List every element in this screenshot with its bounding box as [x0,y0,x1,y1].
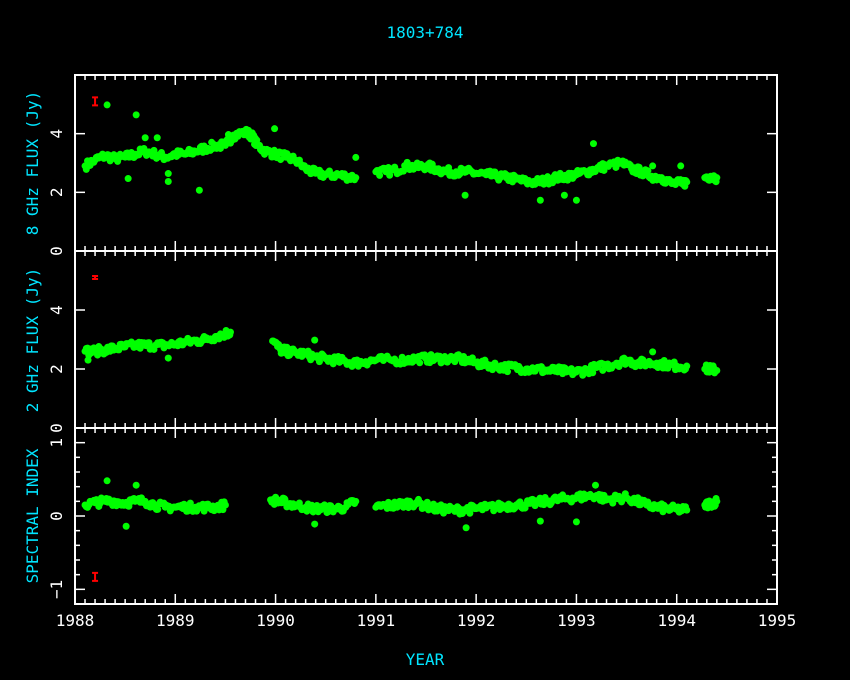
outlier-point [462,524,470,532]
data-point [416,359,424,367]
x-tick-label: 1995 [758,611,797,630]
data-point [386,171,394,179]
outlier-point [271,125,279,133]
x-tick-label: 1994 [657,611,696,630]
x-tick-label: 1991 [357,611,396,630]
data-point [186,499,194,507]
outlier-point [141,134,149,142]
outlier-point [124,175,132,183]
error-bar [92,275,99,281]
outlier-point [536,196,544,204]
outlier-point [677,162,685,170]
x-tick-label: 1989 [156,611,195,630]
data-point [352,497,360,505]
outlier-point [589,140,597,148]
outlier-point [164,170,172,178]
error-bar [92,571,99,582]
error-bar [92,96,99,107]
outlier-point [560,191,568,199]
outlier-point [572,196,580,204]
outlier-point [122,522,130,530]
outlier-point [195,186,203,194]
panel3-frame [74,427,778,605]
data-point [376,171,384,179]
data-point [589,369,597,377]
data-point [683,362,691,370]
panel3-y-label: SPECTRAL INDEX [23,448,42,583]
data-point [253,136,261,144]
data-point [315,358,323,366]
outlier-point [224,131,232,139]
data-point [226,328,234,336]
x-tick-label: 1990 [256,611,295,630]
y-tick-label: 2 [47,188,66,198]
x-tick-label: 1988 [56,611,95,630]
y-tick-label: −1 [47,580,66,599]
outlier-point [311,520,319,528]
x-axis-label: YEAR [406,650,445,669]
data-point [154,505,162,513]
outlier-point [572,518,580,526]
x-tick-label: 1993 [557,611,596,630]
outlier-point [164,177,172,185]
y-tick-label: 4 [47,129,66,139]
data-point [683,178,691,186]
data-point [644,167,652,175]
y-tick-label: 1 [47,438,66,448]
chart-title: 1803+784 [386,23,463,42]
y-tick-label: 0 [47,423,66,433]
outlier-point [84,356,92,364]
data-point [216,144,224,152]
outlier-point [311,336,319,344]
data-point [466,509,474,517]
outlier-point [103,477,111,485]
y-tick-label: 4 [47,305,66,315]
outlier-point [132,111,140,119]
data-point [683,506,691,514]
data-point [713,174,721,182]
outlier-point [536,517,544,525]
data-point [221,501,229,509]
y-tick-label: 2 [47,364,66,374]
outlier-point [649,348,657,356]
x-tick-label: 1992 [457,611,496,630]
outlier-point [153,134,161,142]
outlier-point [164,354,172,362]
outlier-point [591,481,599,489]
data-point [713,497,721,505]
outlier-point [132,481,140,489]
y-tick-label: 0 [47,511,66,521]
outlier-point [352,153,360,161]
data-point [503,368,511,376]
data-point [403,158,411,166]
outlier-point [649,162,657,170]
data-point [352,174,360,182]
y-tick-label: 0 [47,246,66,256]
panel1-y-label: 8 GHz FLUX (Jy) [23,91,42,236]
data-point [713,366,721,374]
outlier-point [103,101,111,109]
panel2-y-label: 2 GHz FLUX (Jy) [23,268,42,413]
outlier-point [461,191,469,199]
